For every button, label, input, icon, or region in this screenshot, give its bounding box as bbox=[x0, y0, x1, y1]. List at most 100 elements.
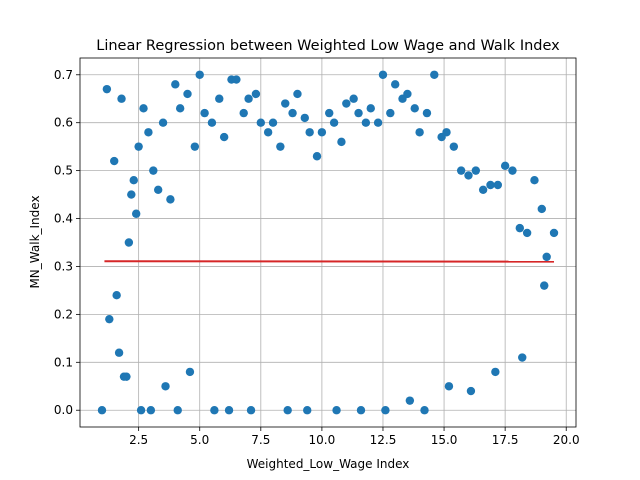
y-tick-label: 0.1 bbox=[54, 355, 73, 369]
scatter-point bbox=[366, 104, 375, 113]
y-tick-label: 0.5 bbox=[54, 164, 73, 178]
x-axis: 2.5 5.0 7.5 10.0 12.5 15.0 17.5 20.0 bbox=[129, 427, 580, 447]
scatter-point bbox=[200, 108, 209, 118]
scatter-point bbox=[471, 166, 481, 175]
scatter-point bbox=[342, 99, 351, 108]
scatter-point bbox=[219, 132, 229, 142]
scatter-point bbox=[256, 118, 266, 127]
scatter-point bbox=[381, 406, 390, 415]
chart-title: Linear Regression between Weighted Low W… bbox=[96, 38, 560, 54]
x-tick-label: 10.0 bbox=[309, 433, 336, 447]
plot-area bbox=[79, 57, 577, 428]
scatter-point bbox=[540, 281, 549, 290]
gridlines bbox=[80, 58, 576, 427]
scatter-point bbox=[105, 314, 114, 324]
data-points bbox=[97, 70, 559, 415]
scatter-point bbox=[215, 94, 224, 103]
scatter-point bbox=[303, 406, 312, 415]
y-tick-label: 0.6 bbox=[54, 116, 73, 130]
scatter-point bbox=[263, 128, 273, 137]
scatter-point bbox=[300, 113, 309, 123]
scatter-point bbox=[444, 382, 454, 391]
y-axis-label: MN_Walk_Index bbox=[28, 195, 42, 288]
scatter-point bbox=[317, 128, 327, 137]
scatter-point bbox=[175, 104, 185, 113]
scatter-point bbox=[190, 142, 200, 151]
y-axis: 0.0 0.1 0.2 0.3 0.4 0.5 0.6 0.7 bbox=[54, 68, 80, 417]
scatter-point bbox=[373, 118, 383, 127]
scatter-point bbox=[329, 118, 339, 127]
scatter-point bbox=[153, 185, 163, 194]
x-tick-label: 15.0 bbox=[431, 433, 458, 447]
scatter-point bbox=[542, 252, 551, 262]
scatter-point bbox=[515, 223, 525, 233]
y-tick-label: 0.4 bbox=[54, 212, 73, 226]
scatter-point bbox=[442, 128, 451, 137]
scatter-point bbox=[464, 171, 473, 180]
scatter-point bbox=[124, 238, 134, 247]
scatter-point bbox=[549, 228, 559, 238]
scatter-point bbox=[244, 94, 253, 103]
scatter-point bbox=[224, 406, 234, 415]
scatter-point bbox=[349, 94, 358, 103]
scatter-point bbox=[491, 367, 500, 377]
scatter-point bbox=[356, 406, 366, 415]
scatter-point bbox=[478, 185, 488, 194]
x-tick-label: 2.5 bbox=[129, 433, 148, 447]
scatter-point bbox=[246, 406, 256, 415]
scatter-point bbox=[486, 180, 495, 190]
scatter-point bbox=[537, 204, 546, 214]
scatter-point bbox=[420, 406, 429, 415]
x-axis-label: Weighted_Low_Wage Index bbox=[247, 457, 410, 471]
scatter-point bbox=[110, 156, 119, 166]
scatter-point bbox=[410, 104, 419, 113]
scatter-point bbox=[239, 108, 248, 118]
scatter-point bbox=[122, 372, 131, 381]
scatter-point bbox=[390, 80, 400, 89]
scatter-point bbox=[129, 176, 138, 185]
scatter-point bbox=[530, 176, 539, 185]
scatter-point bbox=[493, 180, 503, 190]
scatter-point bbox=[161, 382, 170, 391]
scatter-point bbox=[403, 89, 412, 99]
scatter-point bbox=[312, 152, 322, 161]
scatter-point bbox=[139, 104, 148, 113]
scatter-point bbox=[415, 128, 424, 137]
scatter-point bbox=[500, 161, 510, 171]
scatter-point bbox=[386, 108, 395, 118]
scatter-point bbox=[522, 228, 532, 238]
scatter-point bbox=[134, 142, 143, 151]
scatter-point bbox=[268, 118, 278, 127]
scatter-point bbox=[508, 166, 517, 175]
scatter-point bbox=[207, 118, 217, 127]
scatter-point bbox=[171, 80, 180, 89]
scatter-point bbox=[405, 396, 415, 405]
scatter-point bbox=[114, 348, 124, 357]
scatter-point bbox=[325, 108, 334, 118]
scatter-point bbox=[102, 84, 112, 94]
scatter-point bbox=[281, 99, 290, 108]
x-tick-label: 5.0 bbox=[190, 433, 209, 447]
scatter-point bbox=[378, 70, 388, 79]
scatter-point bbox=[276, 142, 285, 151]
y-tick-label: 0.7 bbox=[54, 68, 73, 82]
scatter-point bbox=[354, 108, 363, 118]
scatter-point bbox=[430, 70, 439, 79]
scatter-point bbox=[136, 406, 146, 415]
scatter-point bbox=[195, 70, 204, 79]
scatter-point bbox=[293, 89, 302, 99]
scatter-point bbox=[185, 367, 195, 377]
scatter-point bbox=[173, 406, 182, 415]
scatter-point bbox=[288, 108, 297, 118]
scatter-point bbox=[112, 291, 121, 300]
scatter-point bbox=[131, 209, 141, 218]
scatter-point bbox=[149, 166, 158, 175]
scatter-point bbox=[117, 94, 126, 103]
scatter-point bbox=[518, 353, 527, 362]
scatter-point bbox=[158, 118, 168, 127]
scatter-point bbox=[144, 128, 153, 137]
y-tick-label: 0.3 bbox=[54, 259, 73, 273]
scatter-point bbox=[251, 89, 261, 99]
x-tick-label: 17.5 bbox=[492, 433, 519, 447]
